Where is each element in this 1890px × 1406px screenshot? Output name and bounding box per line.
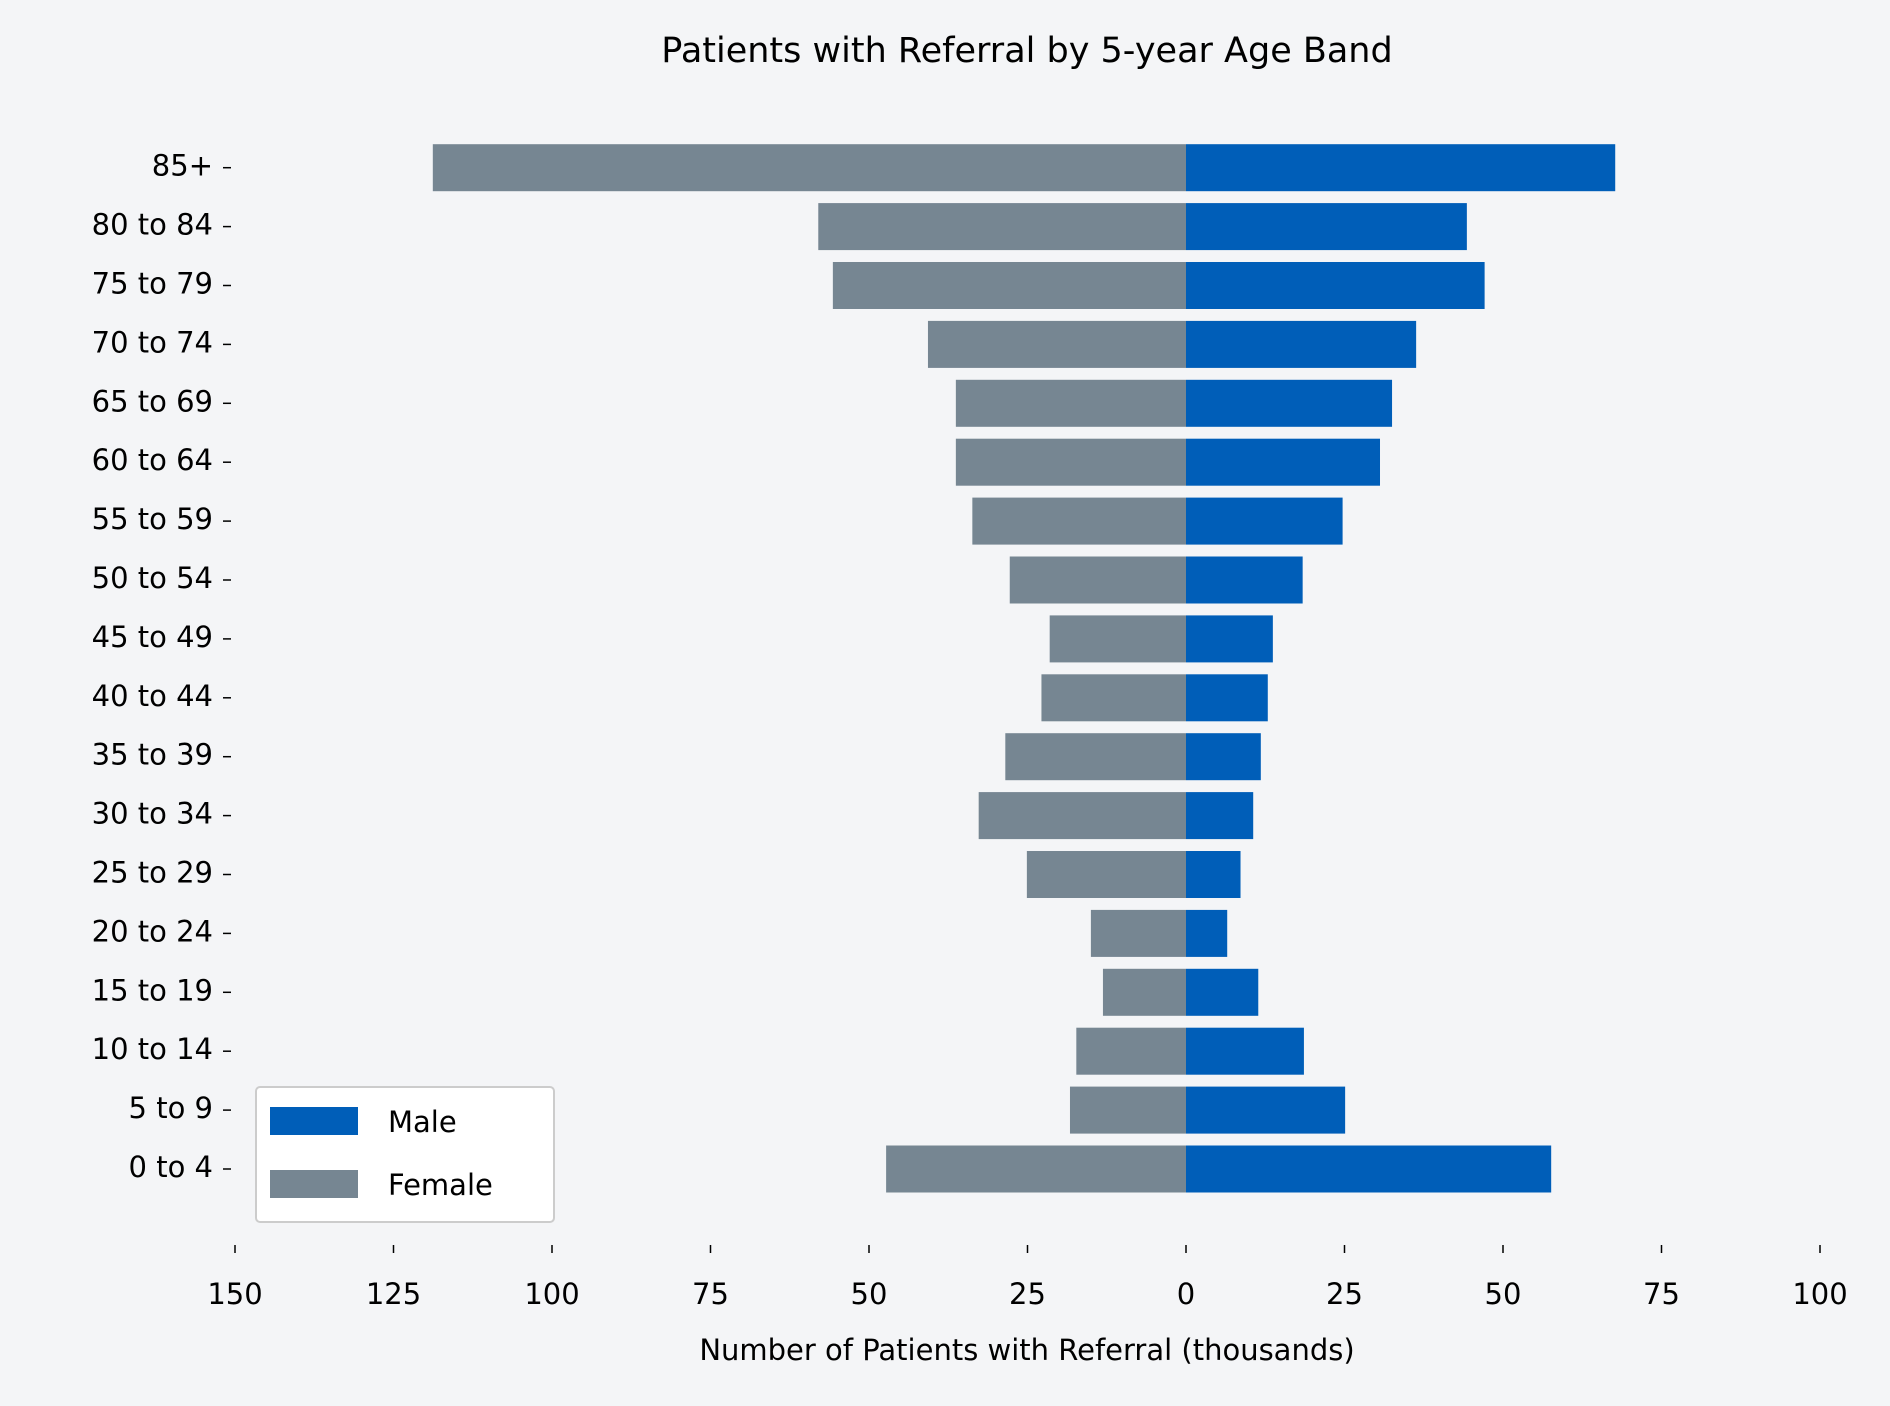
bar <box>886 1145 1186 1193</box>
bar <box>1090 909 1186 957</box>
bar <box>1186 733 1261 781</box>
legend-label: Female <box>388 1168 493 1202</box>
y-tick-label: 15 to 19 <box>92 973 213 1007</box>
bar <box>1186 1086 1346 1134</box>
bar <box>1186 203 1467 251</box>
bar <box>1186 379 1393 427</box>
chart-title: Patients with Referral by 5-year Age Ban… <box>661 31 1392 71</box>
x-axis-label: Number of Patients with Referral (thousa… <box>699 1333 1354 1367</box>
y-tick-label: 65 to 69 <box>92 384 213 418</box>
bar <box>1076 1027 1186 1075</box>
bar <box>1186 615 1273 663</box>
bar <box>1026 851 1186 898</box>
y-tick-label: 80 to 84 <box>92 208 213 242</box>
x-tick-label: 25 <box>1326 1277 1363 1311</box>
y-tick-label: 55 to 59 <box>92 502 213 536</box>
bar <box>1009 556 1186 604</box>
bar <box>1186 438 1381 486</box>
bar <box>1186 674 1268 722</box>
x-tick-label: 25 <box>1009 1277 1046 1311</box>
y-tick-label: 70 to 74 <box>92 325 213 359</box>
bar <box>955 438 1186 486</box>
bar <box>1069 1086 1186 1134</box>
x-tick-label: 150 <box>207 1277 262 1311</box>
x-tick-label: 50 <box>851 1277 888 1311</box>
bar <box>1186 556 1303 604</box>
x-tick-label: 100 <box>524 1277 579 1311</box>
bar <box>818 203 1186 251</box>
bar <box>972 497 1186 545</box>
y-tick-label: 35 to 39 <box>92 738 213 772</box>
bar <box>1186 262 1485 309</box>
x-tick-label: 50 <box>1485 1277 1522 1311</box>
y-tick-label: 85+ <box>152 149 213 183</box>
x-tick-label: 75 <box>1643 1277 1680 1311</box>
y-tick-label: 45 to 49 <box>92 620 213 654</box>
legend-swatch <box>270 1107 358 1135</box>
x-tick-label: 125 <box>366 1277 421 1311</box>
bar <box>1186 968 1259 1016</box>
bar <box>432 144 1187 192</box>
bar <box>1186 1027 1304 1075</box>
y-tick-label: 20 to 24 <box>92 914 213 948</box>
bar <box>1186 144 1616 192</box>
bar <box>1186 497 1343 545</box>
y-tick-label: 40 to 44 <box>92 679 213 713</box>
bar <box>927 320 1186 368</box>
y-tick-label: 0 to 4 <box>129 1150 213 1184</box>
legend-swatch <box>270 1170 358 1198</box>
bar <box>1186 792 1254 840</box>
x-tick-label: 100 <box>1792 1277 1847 1311</box>
bar <box>978 792 1186 840</box>
bar <box>1186 320 1417 368</box>
bar <box>955 379 1186 427</box>
y-tick-label: 5 to 9 <box>129 1091 213 1125</box>
y-tick-label: 25 to 29 <box>92 856 213 890</box>
bar <box>1049 615 1186 663</box>
y-tick-label: 30 to 34 <box>92 797 213 831</box>
y-tick-label: 10 to 14 <box>92 1032 213 1066</box>
x-tick-label: 0 <box>1177 1277 1195 1311</box>
bar <box>1186 1145 1552 1193</box>
bar <box>1186 909 1228 957</box>
y-tick-label: 50 to 54 <box>92 561 213 595</box>
bar <box>1186 851 1241 898</box>
bar <box>1005 733 1186 781</box>
y-tick-label: 75 to 79 <box>92 267 213 301</box>
bar <box>1102 968 1186 1016</box>
bar <box>1041 674 1186 722</box>
y-tick-label: 60 to 64 <box>92 443 213 477</box>
legend-label: Male <box>388 1105 457 1139</box>
bar <box>832 262 1186 309</box>
x-tick-label: 75 <box>692 1277 729 1311</box>
